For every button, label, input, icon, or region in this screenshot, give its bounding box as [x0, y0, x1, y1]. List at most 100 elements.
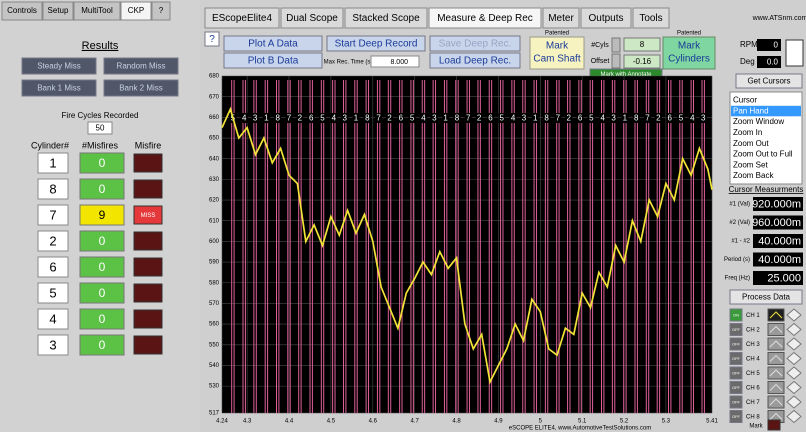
tool-item[interactable]: Zoom In [733, 128, 762, 137]
button[interactable] [223, 35, 323, 52]
button-label[interactable]: Save Deep Rec. [439, 39, 512, 50]
value-box [370, 55, 420, 68]
button[interactable] [735, 73, 803, 89]
channel-toggle[interactable] [729, 395, 743, 409]
selection[interactable] [731, 105, 801, 117]
tab-label[interactable]: Controls [7, 6, 37, 15]
button-label[interactable]: Plot A Data [248, 39, 298, 50]
tab-label[interactable]: Tools [639, 13, 662, 24]
tab-label[interactable]: MultiTool [81, 6, 113, 15]
tab-label[interactable]: Meter [548, 13, 574, 24]
channel-toggle[interactable] [729, 410, 743, 423]
tab[interactable] [204, 7, 280, 29]
x-tick-label: 4.7 [410, 419, 419, 425]
button-label[interactable]: Start Deep Record [335, 39, 418, 50]
button-label[interactable]: Bank 1 Miss [37, 84, 81, 93]
tab[interactable] [580, 7, 632, 29]
button-label[interactable]: Random Miss [117, 62, 166, 71]
button-label[interactable]: Get Cursors [747, 77, 790, 86]
channel-toggle[interactable] [729, 352, 743, 365]
marker-label-bg [688, 113, 696, 123]
help-button-label[interactable]: ? [209, 34, 215, 45]
button-label[interactable]: Mark [678, 41, 701, 52]
tab[interactable] [280, 7, 344, 29]
calculator-icon[interactable] [785, 39, 804, 67]
button-label[interactable]: Load Deep Rec. [439, 56, 511, 67]
tool-item[interactable]: Zoom Back [733, 171, 774, 180]
channel-toggle[interactable] [729, 323, 743, 336]
channel-toggle-label[interactable]: OFF [732, 356, 741, 361]
tab[interactable] [1, 1, 43, 21]
button[interactable] [429, 35, 521, 52]
button[interactable] [662, 36, 716, 70]
button[interactable] [21, 79, 97, 97]
channel-toggle-label[interactable]: OFF [732, 327, 741, 332]
tab-label[interactable]: Stacked Scope [352, 13, 420, 24]
cylinder-box [37, 204, 69, 226]
tab[interactable] [344, 7, 428, 29]
tab[interactable] [151, 1, 171, 21]
button[interactable] [429, 52, 521, 69]
button[interactable] [103, 57, 179, 75]
misfire-status: MISS [141, 213, 156, 219]
y-tick-label: 550 [209, 342, 220, 348]
button-label[interactable]: Bank 2 Miss [119, 84, 163, 93]
tool-item[interactable]: Zoom Window [733, 117, 784, 126]
cylinder-box [37, 152, 69, 174]
channel-toggle-label[interactable]: ON [733, 313, 739, 318]
tab-label[interactable]: Measure & Deep Rec [437, 13, 533, 24]
tab[interactable] [542, 7, 580, 29]
button[interactable] [326, 35, 426, 52]
cylinder-label: 5 [500, 114, 505, 123]
tool-item[interactable]: Pan Hand [733, 106, 769, 115]
channel-toggle-label[interactable]: OFF [732, 385, 741, 390]
tab[interactable] [120, 1, 152, 21]
annotate-button-label[interactable]: Mark with Annotate [600, 72, 652, 78]
tab-label[interactable]: Setup [48, 6, 69, 15]
button-label[interactable]: Cylinders [668, 54, 710, 65]
tab[interactable] [42, 1, 74, 21]
tool-item[interactable]: Cursor [733, 96, 757, 105]
channel-toggle[interactable] [729, 337, 743, 351]
button-label[interactable]: Mark [546, 41, 569, 52]
channel-toggle[interactable] [729, 308, 743, 322]
button[interactable] [729, 289, 803, 305]
tab-label[interactable]: ? [159, 6, 164, 15]
button[interactable] [103, 79, 179, 97]
channel-toggle-label[interactable]: OFF [732, 371, 741, 376]
button[interactable] [21, 57, 97, 75]
tab[interactable] [73, 1, 121, 21]
channel-toggle-label[interactable]: OFF [732, 342, 741, 347]
misfire-box [79, 152, 125, 174]
spinner[interactable] [611, 37, 621, 53]
x-tick-label: 5 [539, 419, 543, 425]
button[interactable] [529, 36, 585, 70]
channel-toggle-label[interactable]: OFF [732, 400, 741, 405]
tab[interactable] [632, 7, 670, 29]
tab-label[interactable]: CKP [128, 6, 144, 15]
misfires: 0 [99, 182, 106, 196]
channel-toggle[interactable] [729, 381, 743, 394]
button-label[interactable]: Steady Miss [37, 62, 81, 71]
tab-label[interactable]: Dual Scope [286, 13, 338, 24]
tool-item[interactable]: Zoom Out [733, 139, 769, 148]
help-button[interactable] [204, 31, 220, 47]
channel-toggle-label[interactable]: OFF [732, 414, 741, 419]
tool-item[interactable]: Zoom Set [733, 160, 768, 169]
button-label[interactable]: Process Data [742, 293, 791, 302]
button-label[interactable]: Cam Shaft [533, 54, 580, 65]
channel-icon [769, 383, 783, 391]
spinner[interactable] [611, 53, 621, 69]
tab-label[interactable]: EScopeElite4 [212, 13, 272, 24]
misfires: 0 [99, 234, 106, 248]
tab[interactable] [428, 7, 542, 29]
channel-toggle[interactable] [729, 366, 743, 380]
button-label[interactable]: Plot B Data [248, 56, 299, 67]
button[interactable] [223, 52, 323, 69]
tab-label[interactable]: Outputs [588, 13, 623, 24]
marker-label-bg [296, 113, 304, 123]
rpm-label: RPM [740, 40, 758, 49]
tool-item[interactable]: Zoom Out to Full [733, 150, 793, 159]
marker-label-bg [509, 113, 517, 123]
mark-box[interactable] [767, 419, 781, 431]
